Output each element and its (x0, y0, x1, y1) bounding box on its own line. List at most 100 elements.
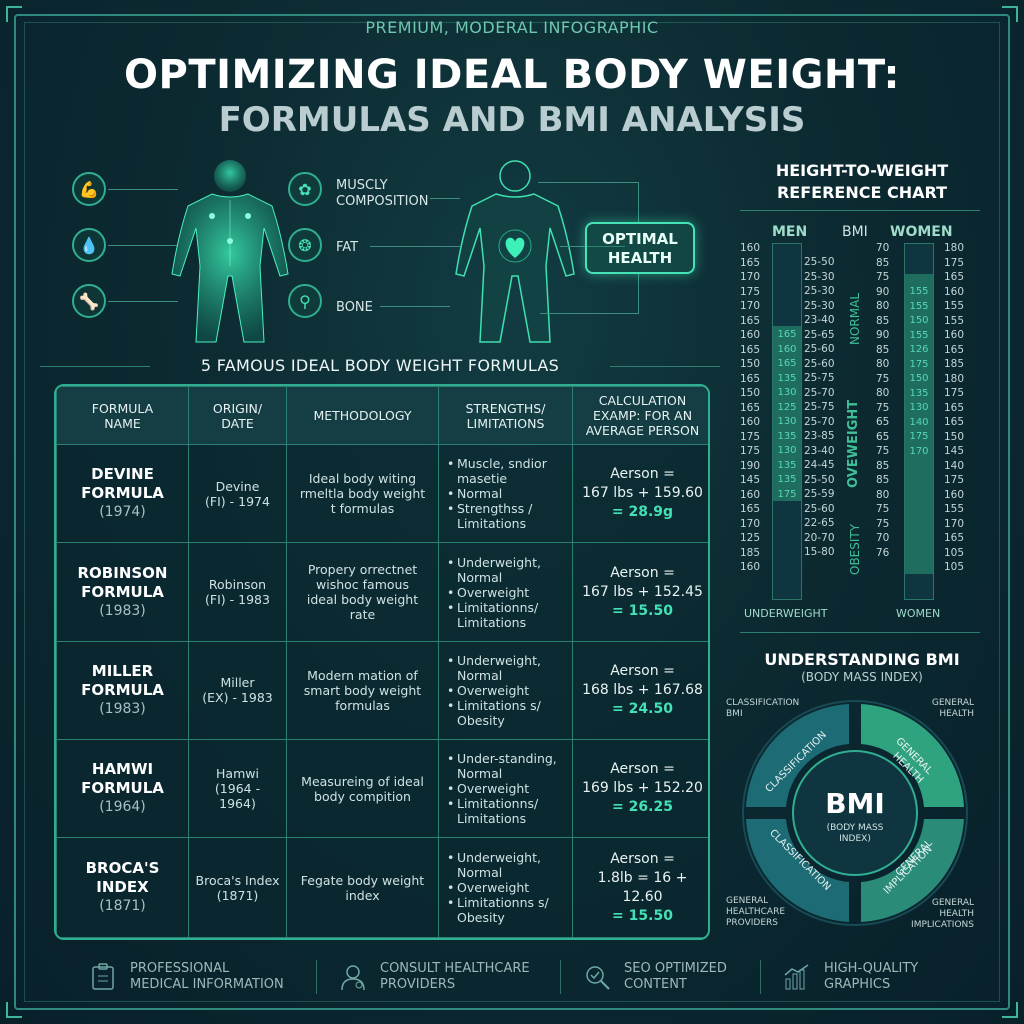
strengths-cell: Underweight, NormalOverweightLimitationn… (438, 837, 573, 938)
calc-result: = 26.25 (612, 799, 673, 816)
chart-value: 80 (876, 387, 890, 399)
chart-value: 165 (944, 271, 965, 283)
chart-value: 140 (944, 459, 965, 472)
chart-value: 25-70 (804, 415, 835, 428)
calc-result: = 24.50 (612, 700, 673, 717)
origin-cell: Miller (EX) - 1983 (188, 640, 287, 741)
women-bar-values: 155 155 150 155 126 175 150 135 130 140 175 170 (904, 285, 934, 459)
calc-line: 1.8lb = 16 + 12.60 (597, 869, 688, 905)
chart-value: 24-45 (804, 459, 835, 471)
calculation-cell: Aerson = 169 lbs + 152.20 = 26.25 (572, 739, 708, 839)
chart-value: 22-65 (804, 517, 835, 529)
women-weights-column: 70 85 75 90 80 85 90 85 80 75 80 75 65 65 75 85 85 80 75 75… (876, 241, 889, 560)
strength-item: Underweight, Normal (447, 653, 566, 683)
chart-value: 80 (876, 488, 890, 501)
formulas-table: FORMULA NAME ORIGIN/ DATE METHODOLOGY ST… (54, 384, 710, 940)
chart-value: 165 (740, 343, 761, 356)
bone-icon: 🦴 (72, 284, 106, 318)
magnifier-check-icon (582, 962, 612, 992)
methodology-cell: Modern mation of smart body weight formu… (286, 640, 439, 741)
corner-ornament (6, 6, 22, 22)
women-heights-column: 180 175 165 160 155 155 160 165 185 180 175 165 165 1… (944, 241, 964, 575)
strength-item: Limitationns/ Limitations (447, 796, 566, 826)
calc-line: 167 lbs + 152.45 (582, 583, 703, 600)
tagline: PREMIUM, MODERAL INFOGRAPHIC (365, 18, 659, 37)
strength-item: Overweight (447, 781, 566, 796)
chart-value: 140 (909, 416, 929, 428)
chart-value: 130 (777, 445, 797, 456)
strength-item: Limitationns s/ Obesity (447, 895, 566, 925)
chart-value: 175 (740, 430, 761, 443)
chart-value: 160 (944, 329, 965, 341)
chart-value: 165 (944, 343, 965, 356)
formula-name-cell: BROCA'S INDEX (1871) (56, 837, 189, 938)
chart-value: 170 (909, 445, 929, 457)
chart-value: 80 (876, 300, 890, 312)
strength-item: Normal (447, 486, 566, 501)
chart-value: 175 (909, 358, 929, 370)
chart-value: 23-40 (804, 314, 835, 326)
footer-item: PROFESSIONAL MEDICAL INFORMATION (88, 954, 284, 1000)
origin-cell: Robinson (FI) - 1983 (188, 542, 287, 642)
formula-name-cell: DEVINE FORMULA (1974) (56, 443, 189, 544)
chart-value: 20-70 (804, 531, 835, 544)
outer-frame (14, 14, 1010, 1010)
chart-value: 130 (777, 387, 797, 398)
chart-value: 125 (777, 401, 797, 413)
corner-ornament (6, 1002, 22, 1018)
chart-value: 25-50 (804, 256, 835, 268)
chart-value: 25-30 (804, 270, 835, 283)
bmi-category-label: OBESITY (848, 523, 862, 575)
chart-value: 25-30 (804, 285, 835, 297)
men-bar (772, 243, 802, 600)
chart-value: 165 (777, 358, 797, 369)
chart-value: 75 (876, 401, 890, 414)
table-row: MILLER FORMULA (1983) Miller (EX) - 1983 Mo… (56, 640, 708, 741)
chart-footer-right: WOMEN (896, 607, 941, 620)
bmi-category-label: OVEWEIGHT (846, 399, 861, 488)
chart-value: 25-60 (804, 357, 835, 370)
chart-value: 76 (876, 546, 890, 559)
chart-value: 150 (909, 373, 929, 384)
formula-year: (1983) (99, 602, 146, 619)
chart-value: 180 (944, 242, 965, 254)
men-heights-column: 160 165 170 175 170 165 160 165 150 165 150 165 160 1… (740, 241, 760, 575)
chart-value: 185 (944, 358, 965, 370)
formula-name: BROCA'S INDEX (85, 859, 160, 897)
strengths-cell: Underweight, NormalOverweightLimitations… (438, 640, 573, 741)
chart-value: 155 (944, 300, 965, 312)
chart-value: 160 (740, 416, 761, 428)
formula-name: ROBINSON FORMULA (77, 563, 168, 601)
chart-value: 165 (740, 372, 761, 385)
calculation-cell: Aerson = 1.8lb = 16 + 12.60 = 15.50 (572, 837, 708, 938)
chart-value: 165 (740, 314, 761, 327)
chart-value: 165 (944, 416, 965, 428)
chart-value: 25-60 (804, 502, 835, 515)
calc-line: Aerson = (610, 761, 675, 778)
chart-value: 160 (944, 488, 965, 501)
anatomy-illustration: 💪 💧 🦴 ✿ ❂ ⚲ MUSCLY COMPOSITION FAT BONE (40, 150, 720, 350)
bar-chart-icon (782, 962, 812, 992)
chart-value: 80 (876, 358, 890, 370)
bmi-header: BMI (842, 224, 868, 240)
chart-value: 185 (740, 546, 761, 559)
formula-name-cell: ROBINSON FORMULA (1983) (56, 542, 189, 642)
strength-item: Limitationns/ Limitations (447, 600, 566, 630)
chart-value: 75 (876, 503, 890, 515)
chart-value: 25-30 (804, 299, 835, 312)
muscle-composition-label: MUSCLY COMPOSITION (336, 178, 429, 209)
strength-item: Strengthss / Limitations (447, 501, 566, 531)
chart-value: 155 (944, 314, 965, 327)
wheel-corner-label: CLASSIFICATION BMI (726, 698, 800, 719)
chart-value: 175 (909, 431, 929, 442)
column-header: METHODOLOGY (286, 386, 439, 445)
corner-ornament (1002, 6, 1018, 22)
chart-value: 160 (944, 285, 965, 298)
chart-value: 75 (876, 271, 890, 283)
corner-ornament (1002, 1002, 1018, 1018)
chart-value: 85 (876, 314, 890, 327)
inner-frame (24, 22, 1000, 1002)
origin-cell: Broca's Index (1871) (188, 837, 287, 938)
chart-value: 25-50 (804, 473, 835, 486)
chart-value: 23-85 (804, 430, 835, 442)
